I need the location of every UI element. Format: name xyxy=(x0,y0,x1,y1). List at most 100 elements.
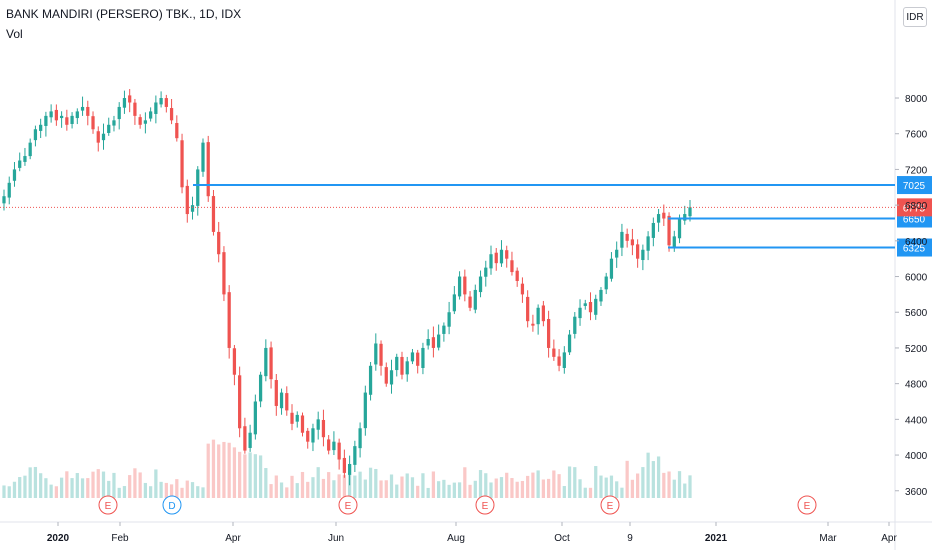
volume-indicator-label: Vol xyxy=(6,27,23,41)
candle-body xyxy=(368,365,373,395)
x-tick-label: Aug xyxy=(447,533,465,544)
volume-bar xyxy=(279,482,284,498)
volume-bar xyxy=(159,481,163,498)
candle-body xyxy=(389,370,394,385)
dividend-marker-icon[interactable]: D xyxy=(162,495,182,515)
volume-bar xyxy=(421,473,425,498)
volume-bar xyxy=(180,487,184,498)
candle-body xyxy=(253,401,257,435)
candle-body xyxy=(149,111,153,119)
volume-bar xyxy=(546,478,551,498)
volume-bar xyxy=(379,480,383,498)
volume-bar xyxy=(149,486,153,498)
candle-body xyxy=(143,120,148,124)
volume-bar xyxy=(175,479,179,498)
candle-body xyxy=(656,214,661,223)
horizontal-levels[interactable]: 7025 6650 6325 6775 xyxy=(0,176,932,257)
volume-bar xyxy=(306,481,310,498)
candle-body xyxy=(154,102,158,114)
price-axis[interactable]: 3600 4000 4400 4800 5200 5600 6000 6400 6800 7200… xyxy=(895,94,928,498)
candle-body xyxy=(117,106,121,120)
candle-body xyxy=(23,156,27,162)
volume-bar xyxy=(494,478,498,498)
candle-body xyxy=(473,289,477,310)
volume-bar xyxy=(143,482,148,498)
time-axis[interactable]: 2020 Feb Apr Jun Aug Oct 9 2021 Mar Apr xyxy=(47,522,898,544)
candle-body xyxy=(44,115,48,126)
candle-body xyxy=(416,352,420,366)
candle-body xyxy=(636,244,640,259)
y-tick-label: 8000 xyxy=(905,94,928,105)
volume-bar xyxy=(86,478,90,498)
candle-body xyxy=(510,260,514,273)
candle-body xyxy=(683,214,687,221)
candle-body xyxy=(541,305,545,322)
candle-body xyxy=(536,307,540,325)
volume-bar xyxy=(630,479,635,498)
candle-body xyxy=(463,276,467,295)
volume-bar xyxy=(190,482,195,498)
volume-bars xyxy=(2,439,692,498)
volume-bar xyxy=(625,460,629,498)
volume-bar xyxy=(238,451,242,498)
candle-body xyxy=(86,106,90,116)
last-price-tag xyxy=(897,198,932,217)
candle-body xyxy=(447,312,451,327)
volume-bar xyxy=(54,486,58,498)
volume-bar xyxy=(300,471,305,498)
candle-body xyxy=(80,106,85,111)
candle-body xyxy=(33,129,38,141)
candle-body xyxy=(677,218,682,239)
level-price-tag xyxy=(897,238,932,257)
candle-body xyxy=(295,414,299,422)
earnings-marker-icon[interactable]: E xyxy=(600,495,620,515)
volume-bar xyxy=(112,472,116,498)
earnings-marker-icon[interactable]: E xyxy=(797,495,817,515)
volume-bar xyxy=(274,475,278,498)
volume-bar xyxy=(484,473,488,498)
x-tick-label: Oct xyxy=(554,533,570,544)
volume-bar xyxy=(499,477,504,498)
candle-body xyxy=(243,426,247,451)
candle-body xyxy=(306,430,310,442)
volume-bar xyxy=(285,487,289,498)
volume-bar xyxy=(290,475,294,498)
volume-bar xyxy=(520,480,525,498)
volume-bar xyxy=(473,480,477,498)
volume-bar xyxy=(227,442,231,498)
volume-bar xyxy=(332,480,336,498)
x-tick-label: Apr xyxy=(881,533,897,544)
candle-body xyxy=(672,236,676,248)
volume-bar xyxy=(18,477,22,498)
y-tick-label: 4400 xyxy=(905,415,928,426)
candle-body xyxy=(258,374,263,402)
candle-body xyxy=(384,367,388,384)
candle-body xyxy=(578,307,582,319)
candle-body xyxy=(505,250,509,259)
candle-body xyxy=(667,215,671,246)
earnings-marker-icon[interactable]: E xyxy=(98,495,118,515)
volume-bar xyxy=(604,477,608,498)
volume-bar xyxy=(117,487,121,498)
candle-body xyxy=(227,292,231,348)
volume-bar xyxy=(410,477,415,498)
earnings-marker-icon[interactable]: E xyxy=(475,495,495,515)
candle-body xyxy=(59,115,64,119)
candle-body xyxy=(478,276,483,293)
volume-bar xyxy=(65,471,69,498)
candle-body xyxy=(248,432,252,448)
candle-body xyxy=(96,131,100,143)
volume-bar xyxy=(206,443,210,498)
volume-bar xyxy=(91,471,95,498)
volume-bar xyxy=(44,478,48,498)
volume-bar xyxy=(138,472,142,498)
earnings-marker-icon[interactable]: E xyxy=(338,495,358,515)
candle-body xyxy=(489,254,493,269)
volume-bar xyxy=(641,467,645,498)
volume-bar xyxy=(169,484,174,498)
volume-bar xyxy=(567,466,572,498)
currency-badge[interactable]: IDR xyxy=(903,7,927,27)
